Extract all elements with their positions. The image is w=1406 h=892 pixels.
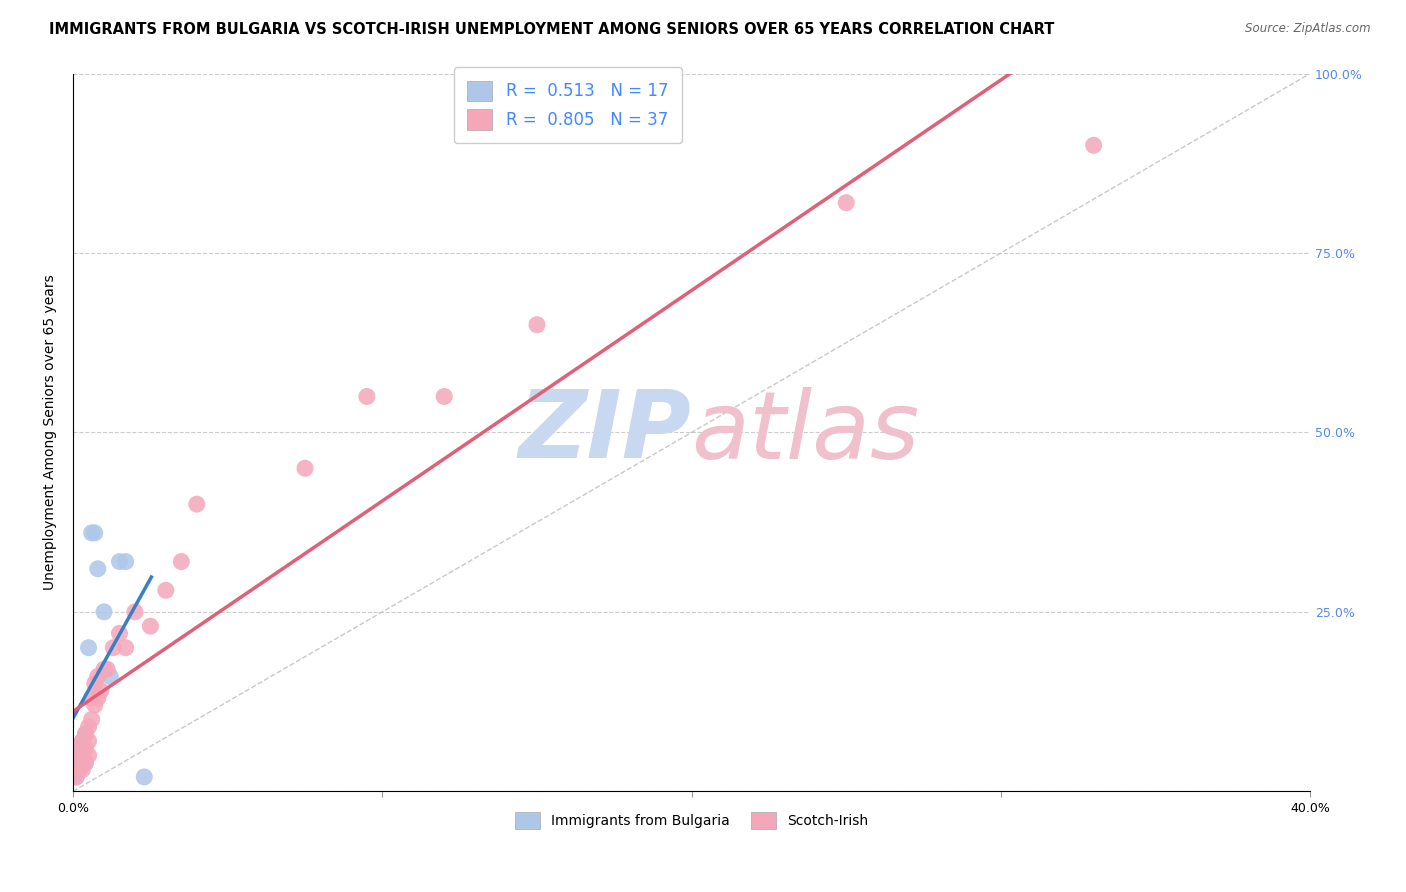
Point [124,605,146,619]
Text: atlas: atlas [692,387,920,478]
Text: Source: ZipAtlas.com: Source: ZipAtlas.com [1246,22,1371,36]
Point [77,640,100,655]
Point [80,713,103,727]
Point [170,555,193,569]
Point [75,741,97,756]
Point [67,741,90,756]
Point [83,698,105,713]
Point [108,555,131,569]
Point [80,690,103,705]
Point [114,640,136,655]
Point [67,741,90,756]
Point [67,756,90,770]
Point [433,390,456,404]
Point [186,497,208,511]
Point [83,525,105,540]
Point [1083,138,1105,153]
Y-axis label: Unemployment Among Seniors over 65 years: Unemployment Among Seniors over 65 years [44,275,58,591]
Point [75,727,97,741]
Point [65,756,87,770]
Point [835,195,858,210]
Point [114,555,136,569]
Point [65,770,87,784]
Point [67,763,90,777]
Point [72,748,94,763]
Point [75,756,97,770]
Point [294,461,316,475]
Point [93,605,115,619]
Point [96,662,118,676]
Point [98,669,121,683]
Point [75,756,97,770]
Point [75,727,97,741]
Point [93,662,115,676]
Point [77,734,100,748]
Point [103,640,125,655]
Point [356,390,378,404]
Point [77,748,100,763]
Point [72,734,94,748]
Point [72,734,94,748]
Point [80,525,103,540]
Point [65,770,87,784]
Text: ZIP: ZIP [519,386,692,478]
Point [67,763,90,777]
Point [108,626,131,640]
Point [134,770,156,784]
Point [139,619,162,633]
Point [65,756,87,770]
Point [155,583,177,598]
Legend: Immigrants from Bulgaria, Scotch-Irish: Immigrants from Bulgaria, Scotch-Irish [509,806,873,835]
Point [83,676,105,690]
Point [77,720,100,734]
Text: IMMIGRANTS FROM BULGARIA VS SCOTCH-IRISH UNEMPLOYMENT AMONG SENIORS OVER 65 YEAR: IMMIGRANTS FROM BULGARIA VS SCOTCH-IRISH… [49,22,1054,37]
Point [526,318,548,332]
Point [87,562,110,576]
Point [87,690,110,705]
Point [72,763,94,777]
Point [72,748,94,763]
Point [87,669,110,683]
Point [90,683,112,698]
